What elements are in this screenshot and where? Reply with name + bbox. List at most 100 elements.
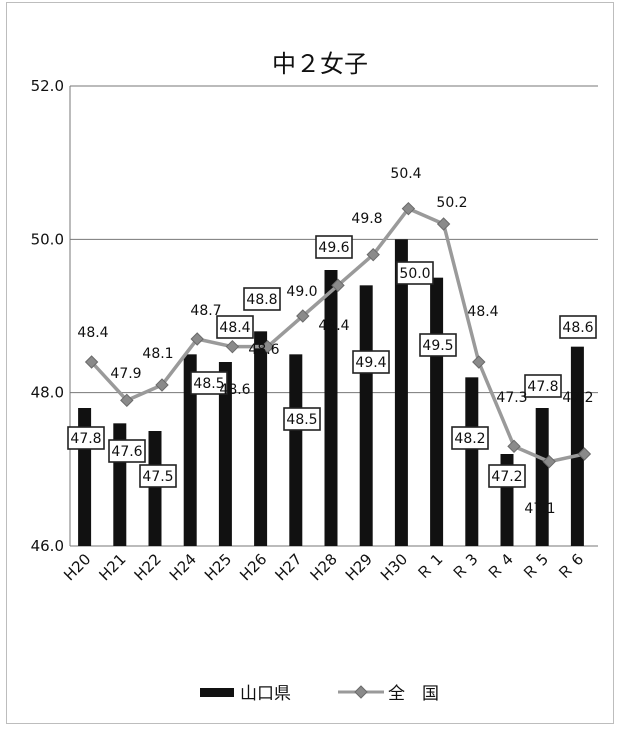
line-point (542, 454, 556, 469)
line-point (155, 378, 169, 392)
x-tick-label: H22 (131, 550, 165, 584)
line-data-label: 48.4 (77, 325, 108, 341)
bar-data-label-box (396, 261, 434, 285)
line-point (507, 439, 521, 454)
y-tick-label: 52.0 (31, 77, 64, 95)
bar-data-label-box (243, 287, 281, 311)
bar-data-label-box (67, 426, 105, 450)
line-data-label: 48.1 (142, 346, 173, 362)
bar (218, 362, 232, 546)
line-point (436, 217, 451, 231)
y-tick-label: 50.0 (31, 230, 64, 248)
bar-data-label-box (524, 374, 562, 398)
bar-data-label-box (419, 333, 457, 357)
x-tick-label: Ｒ 3 (448, 550, 481, 583)
line-point (577, 447, 592, 461)
bar-data-label-box (216, 315, 254, 339)
bar (148, 431, 162, 546)
bar (183, 354, 197, 546)
line-data-label: 48.4 (467, 304, 498, 320)
line-data-label: 49.4 (318, 318, 349, 334)
x-tick-label: H25 (201, 550, 235, 584)
bar-data-label: 49.6 (318, 240, 349, 256)
legend-bar-label: 山口県 (240, 684, 291, 704)
bar (430, 277, 444, 546)
x-tick-label: H27 (271, 550, 305, 584)
bar (324, 270, 338, 546)
chart-frame (6, 2, 614, 724)
line-data-label: 50.4 (390, 166, 421, 182)
line-point (296, 309, 310, 323)
line-point (260, 339, 275, 354)
line-layer (84, 201, 592, 469)
bar-data-label: 49.5 (422, 338, 453, 354)
line-data-label: 47.3 (496, 390, 527, 406)
bar-data-label: 50.0 (399, 266, 430, 282)
line-data-label: 49.8 (351, 211, 382, 227)
bar-data-label-box (352, 350, 390, 374)
line-point (120, 393, 134, 408)
line-data-label: 48.6 (248, 342, 279, 358)
x-tick-label: Ｒ 5 (519, 550, 552, 583)
labels-layer: 47.8 47.647.5 48.5 48.4 48.8 48.5 49.6 49.4 50.0… (67, 166, 597, 517)
line-point (401, 201, 416, 216)
x-tick-label: H24 (166, 550, 200, 584)
legend-bar-swatch (200, 688, 234, 697)
line-data-label: 48.7 (190, 303, 221, 319)
x-tick-label: H29 (342, 550, 376, 584)
line-data-label: 49.0 (286, 284, 317, 300)
bar-data-label-box (108, 439, 146, 463)
line-point (366, 247, 380, 262)
chart-title: 中２女子 (272, 50, 368, 78)
bar-data-label: 47.5 (142, 469, 173, 485)
bar-data-label-box (283, 407, 321, 431)
bar-data-label: 48.8 (246, 292, 277, 308)
bar-data-label-box (315, 235, 353, 259)
line-data-label: 50.2 (436, 195, 467, 211)
bar-data-label: 47.6 (111, 444, 142, 460)
bar-data-label: 47.8 (527, 379, 558, 395)
bar-data-label: 47.8 (70, 431, 101, 447)
bar (535, 408, 549, 546)
bar (289, 354, 303, 546)
x-tick-label: H21 (95, 550, 129, 584)
x-tick-label: Ｒ 6 (554, 550, 587, 583)
y-tick-label: 48.0 (31, 384, 64, 402)
bar-data-label-box (559, 315, 597, 339)
legend-line-label: 全 国 (388, 684, 439, 704)
bar-data-label: 47.2 (491, 469, 522, 485)
bar-data-label-box (488, 464, 526, 488)
line-data-label: 47.2 (562, 390, 593, 406)
bar (254, 331, 268, 546)
x-tick-label: Ｒ 4 (483, 550, 516, 583)
line-point (190, 332, 204, 346)
x-tick-label: Ｒ 1 (413, 550, 446, 583)
bar-data-label: 48.5 (193, 376, 224, 392)
line-point (331, 278, 345, 293)
legend-line-marker (354, 685, 368, 699)
bar-data-label: 49.4 (355, 355, 386, 371)
legend: 山口県 全 国 (200, 684, 439, 704)
bar-data-label: 48.5 (286, 412, 317, 428)
line-point (84, 355, 99, 369)
x-tick-label: H20 (60, 550, 94, 584)
line-data-label: 47.9 (110, 366, 141, 382)
line-data-label: 47.1 (524, 501, 555, 517)
x-tick-label: H28 (307, 550, 341, 584)
bar-data-label: 48.4 (219, 320, 250, 336)
line-data-label: 48.6 (219, 382, 250, 398)
bar-data-label: 48.2 (454, 431, 485, 447)
bar-data-label-box (139, 464, 177, 488)
x-tick-label: H30 (377, 550, 411, 584)
y-tick-label: 46.0 (31, 537, 64, 555)
bar-data-label: 48.6 (562, 320, 593, 336)
bar (570, 346, 584, 546)
bar-data-label-box (190, 371, 228, 395)
line-point (472, 355, 486, 369)
bar (394, 239, 408, 547)
line-point (225, 339, 240, 354)
bar (465, 377, 479, 546)
bar-data-label-box (451, 426, 489, 450)
